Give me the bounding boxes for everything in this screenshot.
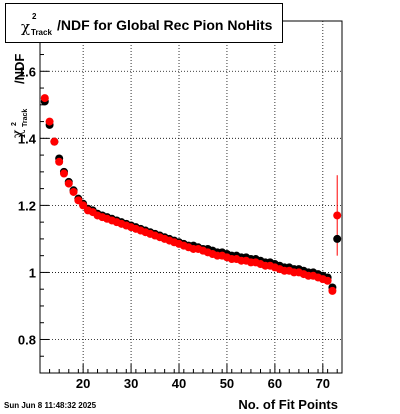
y-axis-superscript: 2 <box>11 122 18 126</box>
plot-frame <box>39 20 343 374</box>
title-subscript: Track <box>31 28 52 37</box>
red-data-point <box>64 179 73 188</box>
grid <box>40 21 342 373</box>
red-data-point <box>40 94 49 103</box>
data-points <box>40 94 342 295</box>
red-data-point <box>79 201 88 210</box>
red-data-point <box>69 187 78 196</box>
chart-title-box: χ 2 Track /NDF for Global Rec Pion NoHit… <box>5 3 283 43</box>
red-data-point <box>333 211 342 220</box>
y-axis-title: /NDF <box>12 54 27 84</box>
svg-text:/NDF: /NDF <box>12 54 27 84</box>
y-tick-label: 1.6 <box>18 64 36 79</box>
x-tick-label: 20 <box>76 376 90 391</box>
title-superscript: 2 <box>32 12 37 21</box>
timestamp-footer: Sun Jun 8 11:48:32 2025 <box>4 401 97 410</box>
red-data-point <box>55 157 64 166</box>
y-tick-label: 0.8 <box>18 332 36 347</box>
y-tick-label: 1.4 <box>18 131 37 146</box>
x-tick-label: 70 <box>316 376 330 391</box>
red-data-point <box>323 276 332 285</box>
red-data-point <box>50 137 59 146</box>
red-data-point <box>45 117 54 126</box>
x-tick-label: 30 <box>124 376 138 391</box>
x-axis-title: No. of Fit Points <box>238 397 338 412</box>
axes: 20 30 40 50 60 70 0.8 1 1.2 1.4 1.6 <box>18 37 338 391</box>
red-data-point <box>74 196 83 205</box>
chart-title: /NDF for Global Rec Pion NoHits <box>57 17 273 33</box>
x-tick-label: 60 <box>268 376 282 391</box>
x-tick-label: 40 <box>172 376 186 391</box>
y-axis-title-chi: χ 2 Track <box>10 109 29 138</box>
y-axis-chi-symbol: χ <box>10 129 26 138</box>
red-data-point <box>328 286 337 295</box>
red-data-point <box>59 169 68 178</box>
y-tick-label: 1 <box>29 265 36 280</box>
x-tick-label: 50 <box>220 376 234 391</box>
y-tick-label: 1.2 <box>18 198 36 213</box>
title-chi-symbol: χ <box>21 18 31 36</box>
y-axis-subscript: Track <box>22 109 29 127</box>
black-data-point <box>333 234 342 243</box>
